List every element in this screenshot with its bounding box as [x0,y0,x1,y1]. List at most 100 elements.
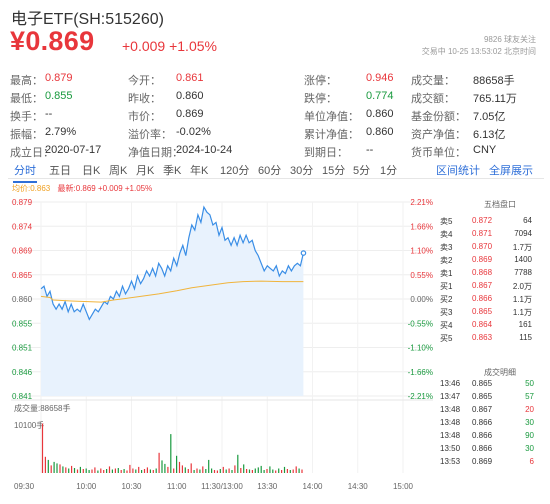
period-tabs: 分时 五日 日K 周K 月K 季K 年K 120分 60分 30分 15分 5分 1分 区间统计 全屏展示 [8,159,544,183]
orderbook-row: 买2 0.866 1.1万 [440,292,532,305]
stat-label: 跌停： [304,93,337,105]
volume-bar [190,463,192,473]
trade-vol: 50 [525,379,534,388]
volume-bar [146,467,148,473]
volume-bar [50,465,52,473]
stat-cell: 净值日期： 2024-10-24 [128,144,232,160]
stat-cell: 涨停： 0.946 [304,72,394,88]
stat-label: 最高： [10,75,43,87]
trade-vol: 30 [525,444,534,453]
avg-price-legend: 均价:0.863 [12,184,51,193]
trade-row: 13:46 0.865 50 [440,377,534,390]
orderbook-price: 0.872 [472,216,493,225]
stat-value: 6.13亿 [473,129,506,141]
y-tick-price: 0.841 [12,392,33,401]
tab-period[interactable]: 月K [136,165,155,177]
trade-status: 交易中 10-25 13:53:02 北京时间 [421,47,536,56]
volume-bar [178,461,181,473]
trade-price: 0.866 [472,431,493,440]
volume-bar [196,468,198,473]
orderbook-price: 0.866 [472,294,493,303]
timeshare-chart[interactable]: 0.879 2.21% 0.874 1.66% 0.869 1.10% 0.865 0.55%… [0,195,440,495]
x-tick-label: 13:30 [257,482,278,491]
volume-bar [225,469,227,473]
x-tick-label: 11:30/13:00 [201,482,243,491]
range-stats-link[interactable]: 区间统计 [436,165,480,177]
volume-bar [211,468,213,473]
stat-label: 振幅： [10,129,43,141]
volume-bar [248,469,251,473]
orderbook-side: 买5 [440,334,453,343]
tab-period[interactable]: 30分 [290,165,314,177]
tab-period[interactable]: 年K [190,165,209,177]
stat-cell: 最高： 0.879 [10,72,73,88]
stat-label: 单位净值： [304,111,359,123]
trade-row: 13:48 0.866 30 [440,416,534,429]
volume-bar [269,466,271,473]
x-tick-label: 11:00 [167,482,187,491]
stat-value: 2.79% [45,126,77,138]
stat-label: 涨停： [304,75,337,87]
stat-cell: 振幅： 2.79% [10,126,76,142]
orderbook-row: 买4 0.864 161 [440,318,532,331]
tab-period[interactable]: 5分 [353,165,371,177]
orderbook-row: 卖2 0.869 1400 [440,253,532,266]
trade-price: 0.865 [472,379,493,388]
stat-label: 成立日： [10,147,54,159]
orderbook-vol: 1400 [514,255,532,264]
stat-label: 资产净值： [411,129,466,141]
x-tick-label: 10:30 [121,482,142,491]
trade-time: 13:46 [440,379,461,388]
volume-bar [205,469,207,473]
volume-bar [170,434,172,473]
orderbook-row: 买1 0.867 2.0万 [440,279,532,292]
stat-value: 0.774 [366,90,394,102]
tab-period[interactable]: 周K [109,165,128,177]
orderbook-price: 0.868 [472,268,493,277]
tab-period[interactable]: 分时 [13,162,37,183]
tab-period[interactable]: 60分 [258,165,282,177]
chart-legend: 均价:0.863 最新:0.869 +0.009 +1.05% [12,183,152,194]
y-tick-price: 0.855 [12,319,33,328]
stat-cell: 今开： 0.861 [128,72,204,88]
stat-cell: 成交额： 765.11万 [411,90,517,106]
tab-period[interactable]: 五日 [49,165,71,177]
orderbook-side: 卖1 [440,269,453,278]
y-tick-price: 0.865 [12,271,33,280]
volume-bar [213,470,216,473]
tab-period[interactable]: 季K [163,165,182,177]
tab-period[interactable]: 1分 [380,165,398,177]
volume-bar [114,468,116,473]
orderbook-vol: 115 [519,333,532,342]
orderbook-side: 买4 [440,321,453,330]
volume-max-label: 10100手 [14,420,44,430]
tab-period[interactable]: 120分 [220,165,250,177]
tab-period[interactable]: 15分 [322,165,346,177]
stat-value: 0.860 [366,108,394,120]
y-tick-pct: 1.10% [410,247,433,256]
x-tick-label: 14:30 [348,482,369,491]
stat-value: -- [366,144,374,156]
followers-count[interactable]: 9826 球友关注 [483,35,536,44]
stat-cell: 货币单位： CNY [411,144,496,160]
volume-bar [202,466,204,473]
volume-bar [243,464,245,473]
tab-period[interactable]: 日K [82,165,101,177]
stat-value: 0.869 [176,108,204,120]
y-tick-price: 0.869 [12,247,33,256]
volume-bar [161,460,163,473]
volume-bar [76,469,79,473]
stat-cell: 到期日： -- [304,144,373,160]
latest-price-legend: 最新:0.869 +0.009 +1.05% [57,184,153,193]
orderbook-side: 卖4 [440,230,453,239]
trade-price: 0.866 [472,444,493,453]
y-tick-pct: -1.66% [408,368,433,377]
volume-bar [222,466,224,473]
fullscreen-link[interactable]: 全屏展示 [489,165,533,177]
volume-bar [254,468,256,473]
volume-bar [108,466,111,473]
volume-bar [85,468,87,473]
y-tick-pct: 0.55% [410,271,433,280]
stat-label: 成交量： [411,75,455,87]
volume-bar [181,465,183,473]
